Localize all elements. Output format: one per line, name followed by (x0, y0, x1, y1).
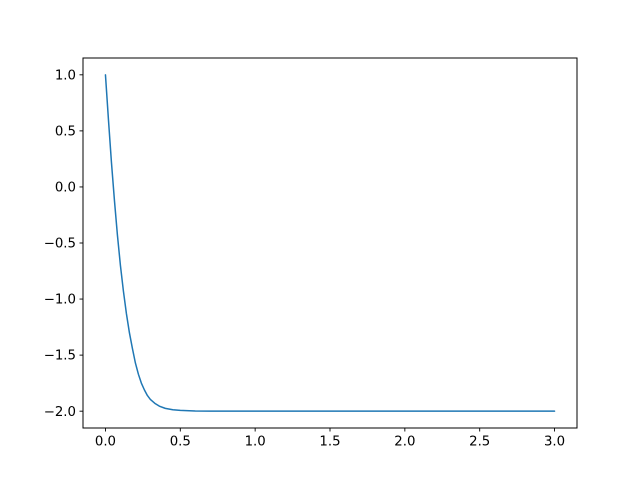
x-tick-label: 1.0 (245, 435, 266, 450)
y-tick-label: −2.0 (44, 405, 76, 420)
x-axis: 0.0 0.5 1.0 1.5 2.0 2.5 3.0 (95, 428, 565, 450)
x-tick-label: 2.0 (394, 435, 415, 450)
y-tick-label: 0.0 (55, 181, 76, 196)
y-tick-label: 0.5 (55, 124, 76, 139)
x-tick-label: 0.0 (95, 435, 116, 450)
x-tick-label: 1.5 (319, 435, 340, 450)
x-tick-label: 3.0 (544, 435, 565, 450)
series-line-decay-curve (104, 74, 556, 412)
x-tick-label: 0.5 (170, 435, 191, 450)
x-tick-label: 2.5 (469, 435, 490, 450)
y-tick-label: −1.5 (44, 349, 76, 364)
y-tick-label: 1.0 (55, 68, 76, 83)
y-tick-label: −0.5 (44, 237, 76, 252)
plot-frame (82, 57, 578, 429)
y-axis: 1.0 0.5 0.0 −0.5 −1.0 −1.5 −2.0 (44, 68, 83, 420)
y-tick-label: −1.0 (44, 293, 76, 308)
